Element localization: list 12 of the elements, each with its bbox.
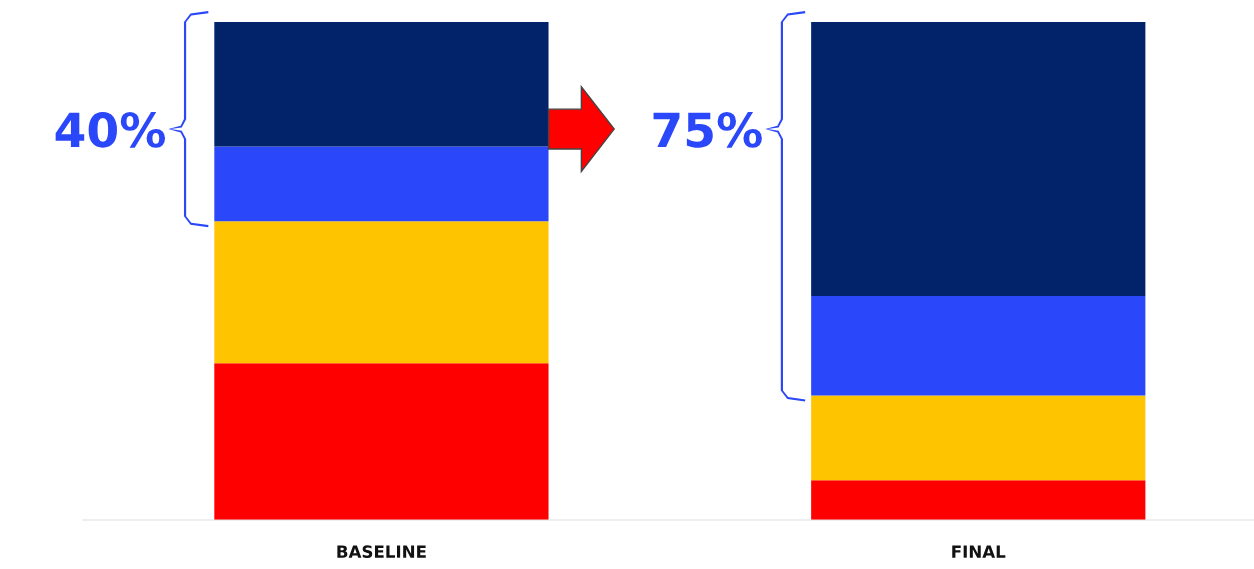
bar	[214, 221, 549, 364]
annotation: 75%	[653, 112, 762, 148]
bar	[811, 395, 1146, 481]
bar	[214, 146, 549, 222]
bar	[811, 22, 1146, 296]
annotation: 40%	[55, 112, 166, 148]
bar	[214, 363, 549, 520]
x-tick-label: BASELINE	[337, 545, 426, 558]
x-tick-label: FINAL	[952, 545, 1006, 558]
bar	[214, 22, 549, 147]
bar	[811, 295, 1146, 396]
bar	[811, 480, 1146, 520]
